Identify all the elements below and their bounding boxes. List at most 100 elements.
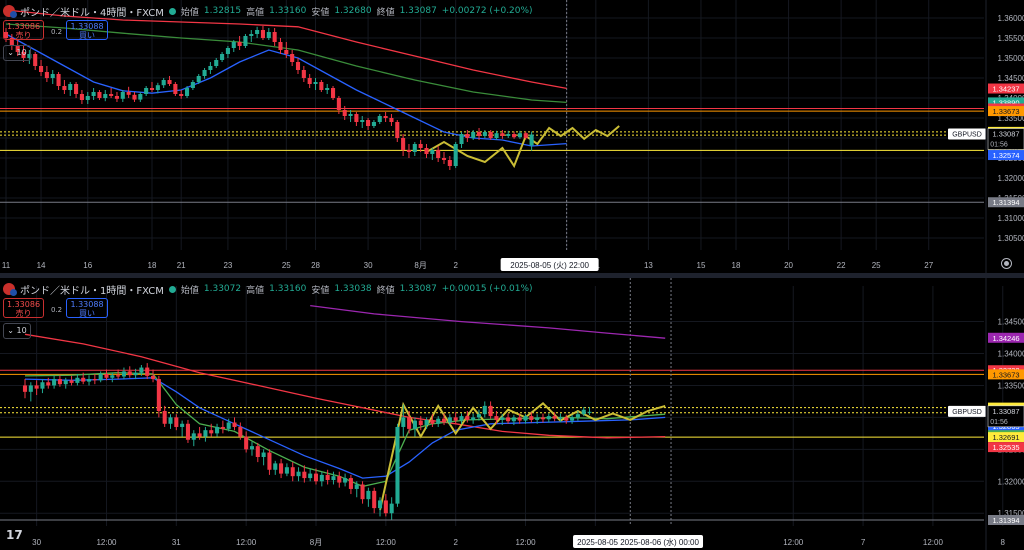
chart-canvas-4h[interactable]: 1.360001.355001.350001.345001.340001.335…	[0, 0, 1024, 273]
price-badge	[988, 442, 1024, 453]
indicator-collapse-button[interactable]: ⌄ 10	[3, 323, 31, 339]
price-badge-value: 1.33673	[992, 107, 1019, 116]
last-price-badge	[987, 405, 1024, 428]
candle-body	[174, 417, 179, 427]
candle-body	[465, 134, 470, 138]
candle-body	[161, 80, 166, 86]
candle-body	[412, 144, 417, 152]
candle-body	[360, 484, 365, 500]
candle-body	[104, 373, 109, 378]
sell-label: 売り	[15, 309, 32, 318]
candle-body	[372, 490, 377, 509]
candle-body	[144, 88, 149, 94]
chart-pane-4h[interactable]: 1.360001.355001.350001.345001.340001.335…	[0, 0, 1024, 273]
open-label: 始値	[180, 285, 199, 296]
market-status-icon	[168, 7, 176, 15]
x-tick-label: 27	[924, 261, 933, 270]
low-value: 1.32680	[334, 6, 372, 16]
symbol-tag	[948, 405, 986, 417]
sell-button[interactable]: 1.33086 売り	[3, 20, 44, 40]
candle-body	[517, 133, 522, 138]
symbol-title[interactable]: ポンド／米ドル・4時間・FXCM	[20, 7, 164, 19]
candle-body	[44, 72, 49, 78]
candle-body	[290, 54, 295, 62]
x-tick-label: 18	[732, 261, 741, 270]
x-tick-label: 12:00	[923, 538, 944, 547]
candle-body	[34, 385, 39, 389]
candle-body	[430, 150, 435, 154]
candle-body	[162, 411, 167, 424]
candle-body	[231, 42, 236, 48]
pane-separator[interactable]	[0, 273, 1024, 278]
candle-body	[203, 430, 208, 437]
candle-body	[523, 416, 528, 421]
candle-body	[453, 144, 458, 166]
candle-body	[197, 433, 202, 437]
candle-body	[57, 379, 62, 385]
candle-body	[3, 32, 9, 38]
candle-body	[116, 375, 121, 377]
candle-body	[296, 471, 301, 477]
buy-button[interactable]: 1.33088 買い	[66, 20, 108, 40]
candle-body	[500, 417, 505, 420]
x-tick-label: 8月	[310, 538, 322, 547]
crosshair-date-box	[500, 258, 599, 271]
y-tick-label: 1.36000	[998, 14, 1024, 23]
candle-body	[215, 426, 220, 434]
countdown-value: 01:56	[990, 142, 1008, 149]
candle-body	[120, 92, 125, 99]
indicator-collapse-button[interactable]: ⌄ 10	[3, 45, 31, 61]
currency-flag-icon	[3, 283, 17, 296]
candle-body	[302, 471, 307, 479]
buy-label: 買い	[79, 309, 95, 318]
spread-value: 0.2	[51, 306, 63, 314]
candle-body	[266, 32, 271, 38]
close-value: 1.33087	[399, 6, 437, 16]
candle-body	[389, 503, 394, 514]
price-badge-value: 1.34237	[992, 85, 1019, 94]
price-badge	[988, 197, 1024, 208]
candle-body	[261, 452, 266, 457]
candle-body	[179, 94, 184, 96]
high-value: 1.33160	[269, 284, 307, 294]
series-line	[24, 333, 666, 439]
sell-label: 売り	[15, 31, 32, 40]
high-label: 高値	[246, 285, 265, 296]
market-status-icon	[168, 285, 176, 293]
open-value: 1.33072	[203, 284, 242, 294]
y-tick-label: 1.30500	[998, 234, 1024, 243]
x-tick-label: 25	[282, 261, 291, 270]
candle-body	[22, 385, 28, 392]
candle-body	[184, 88, 190, 96]
candle-body	[476, 414, 481, 418]
candle-body	[482, 132, 487, 136]
y-tick-label: 1.31000	[998, 214, 1024, 223]
symbol-title[interactable]: ポンド／米ドル・1時間・FXCM	[20, 285, 164, 297]
x-tick-label: 30	[364, 261, 373, 270]
candle-body	[110, 375, 115, 378]
candle-body	[564, 417, 569, 421]
candle-body	[494, 416, 499, 420]
candle-body	[85, 96, 90, 100]
sell-button[interactable]: 1.33086 売り	[3, 298, 44, 318]
price-badge-value: 1.32535	[992, 443, 1019, 452]
low-label: 安値	[311, 285, 330, 296]
candle-body	[465, 416, 470, 420]
x-tick-label: 28	[311, 261, 320, 270]
x-tick-label: 25	[872, 261, 881, 270]
close-value: 1.33087	[399, 284, 437, 294]
price-badge-value: 1.34246	[992, 334, 1019, 343]
settings-gear-icon[interactable]	[1001, 258, 1012, 269]
buy-button[interactable]: 1.33088 買い	[66, 298, 108, 318]
y-tick-label: 1.35500	[998, 34, 1024, 43]
candle-body	[331, 476, 336, 480]
last-price-value: 1.33087	[992, 130, 1019, 139]
chart-pane-1h[interactable]: 1.345001.340001.335001.330001.325001.320…	[0, 278, 1024, 550]
x-tick-label: 11	[2, 261, 11, 270]
candle-body	[185, 423, 190, 440]
candle-body	[38, 66, 44, 72]
candle-body	[343, 478, 348, 483]
change-value: +0.00015 (+0.01%)	[441, 284, 533, 294]
candle-body	[225, 48, 230, 54]
chart-canvas-1h[interactable]: 1.345001.340001.335001.330001.325001.320…	[0, 278, 1024, 550]
